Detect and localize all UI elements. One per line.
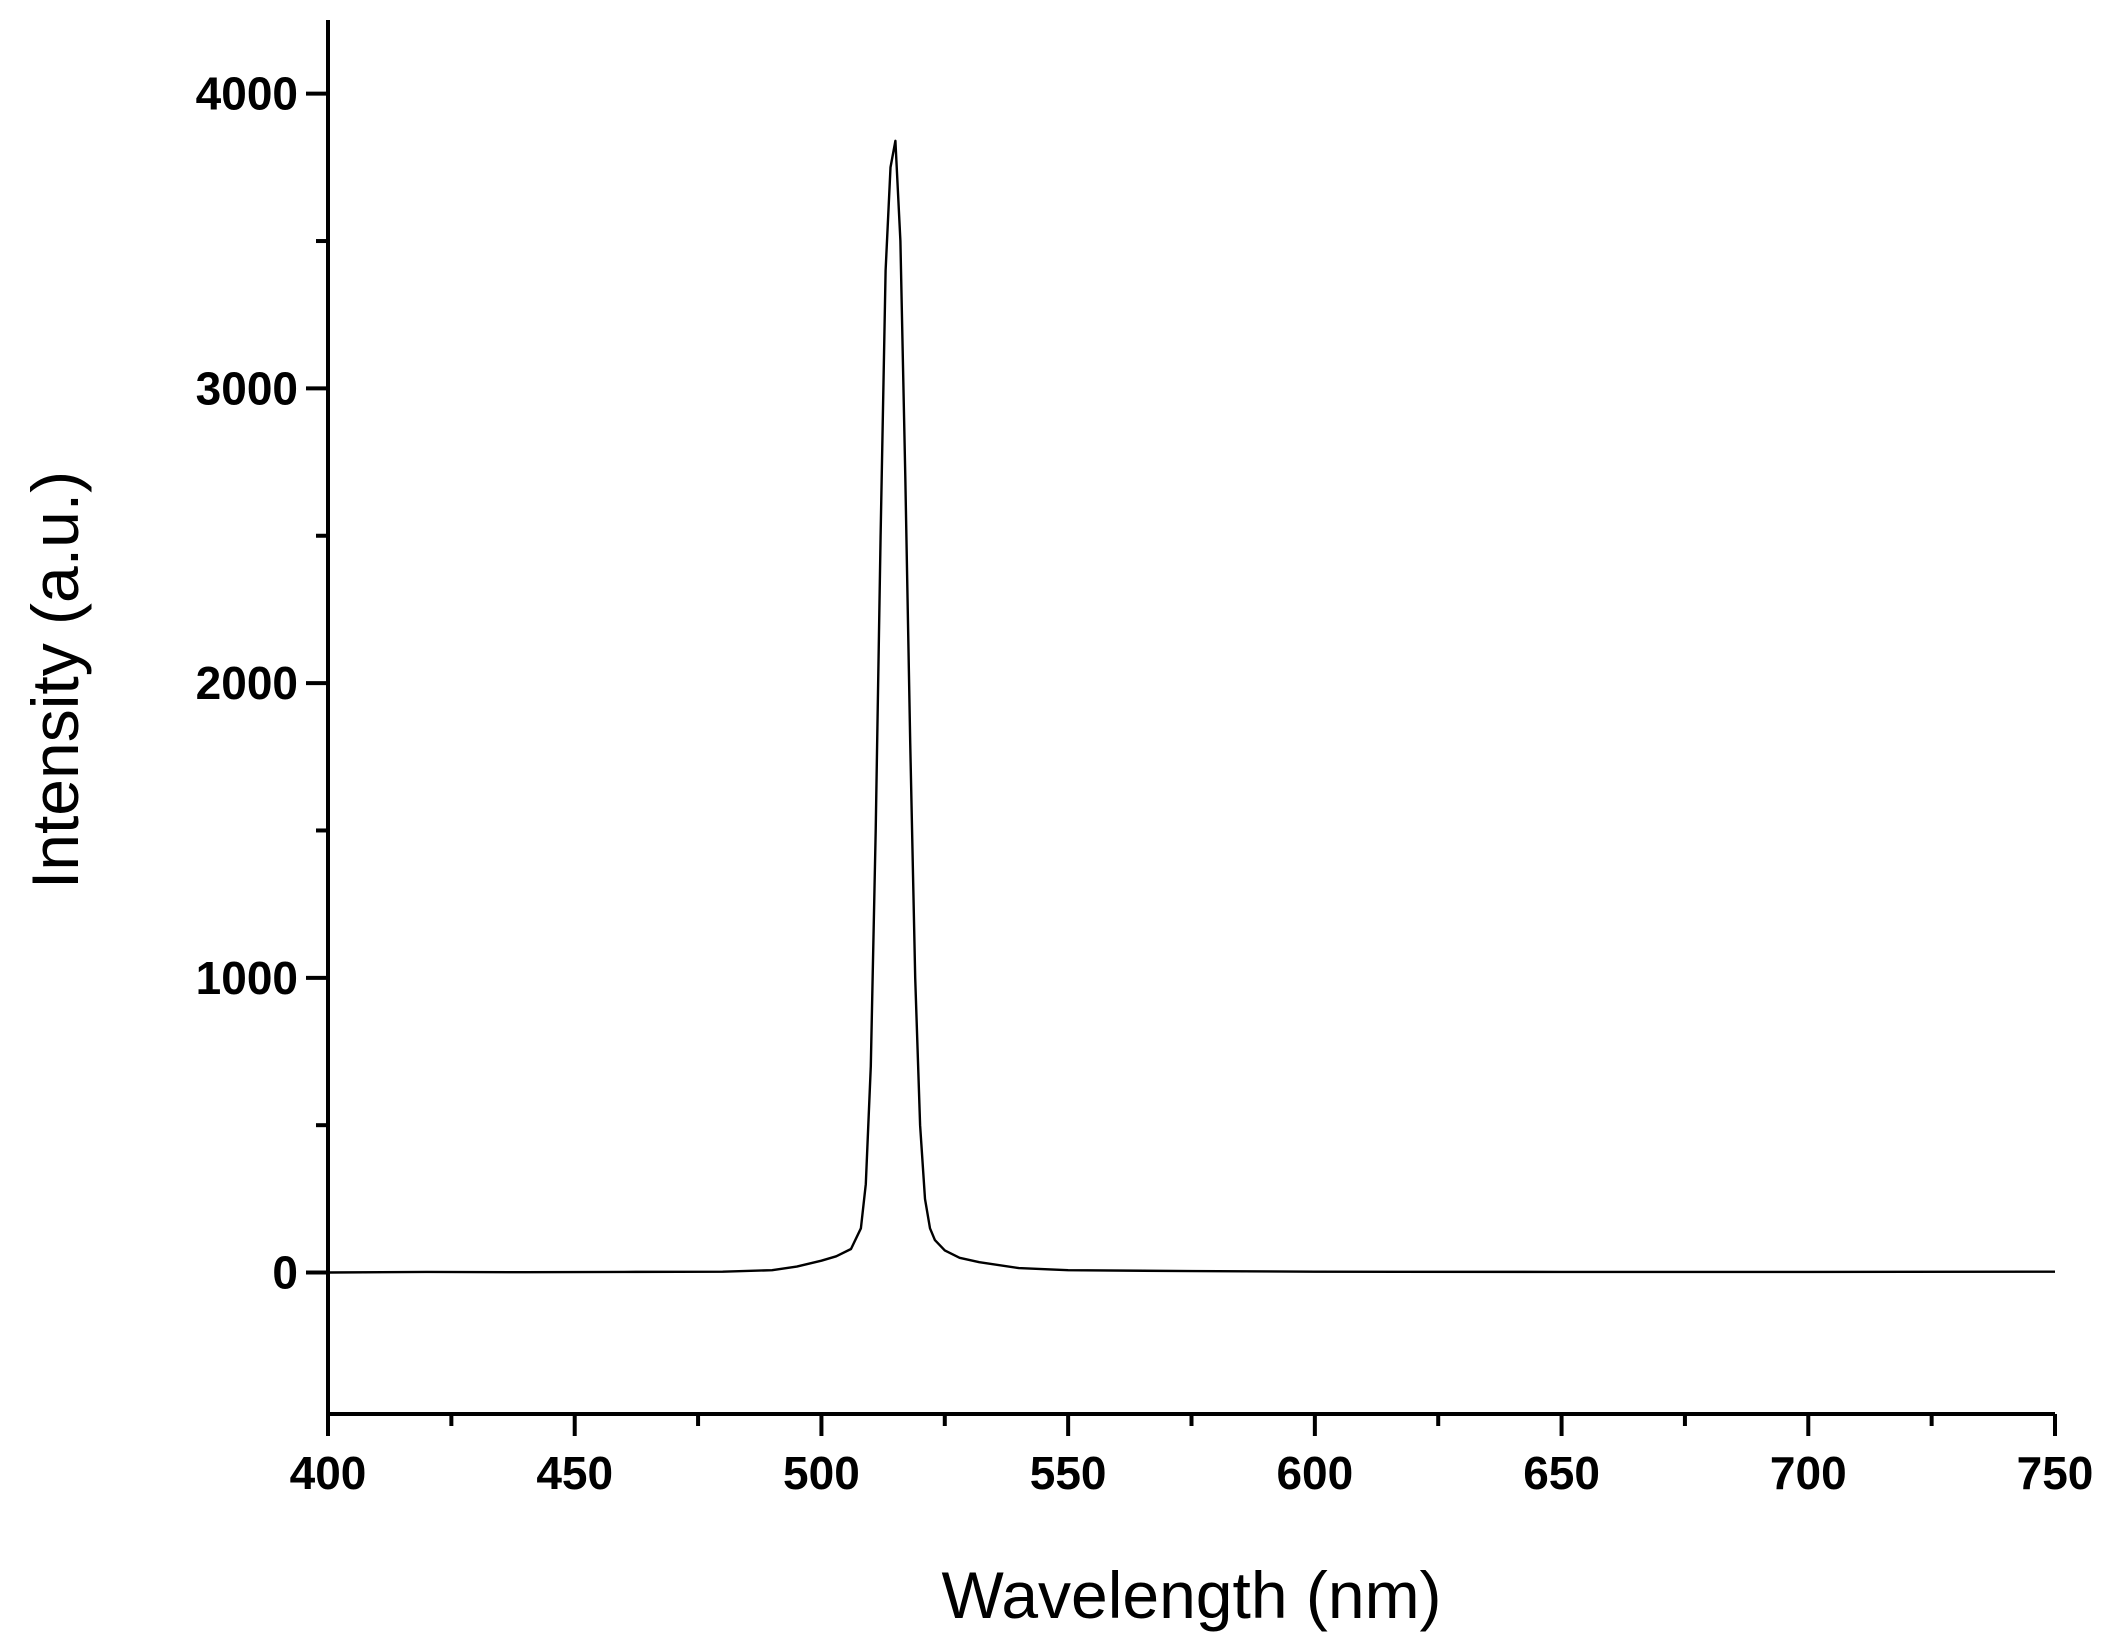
y-tick-label: 1000: [196, 952, 298, 1004]
axes-frame: [326, 20, 2055, 1416]
x-tick-label: 550: [1030, 1447, 1107, 1499]
y-axis-title: Intensity (a.u.): [18, 471, 92, 889]
x-tick-label: 500: [783, 1447, 860, 1499]
x-tick-label: 650: [1523, 1447, 1600, 1499]
x-axis-title: Wavelength (nm): [941, 1558, 1441, 1632]
y-tick-label: 3000: [196, 362, 298, 414]
y-tick-label: 4000: [196, 68, 298, 120]
x-tick-label: 400: [290, 1447, 367, 1499]
y-tick-label: 0: [272, 1247, 298, 1299]
x-tick-label: 750: [2017, 1447, 2094, 1499]
x-tick-label: 450: [536, 1447, 613, 1499]
x-tick-label: 700: [1770, 1447, 1847, 1499]
spectrum-line: [327, 139, 2056, 1274]
x-tick-label: 600: [1276, 1447, 1353, 1499]
y-tick-label: 2000: [196, 657, 298, 709]
ticks-layer: 400 450 500 550 600 650 700 750 0 1000 2000 3000 400…: [196, 68, 2094, 1499]
